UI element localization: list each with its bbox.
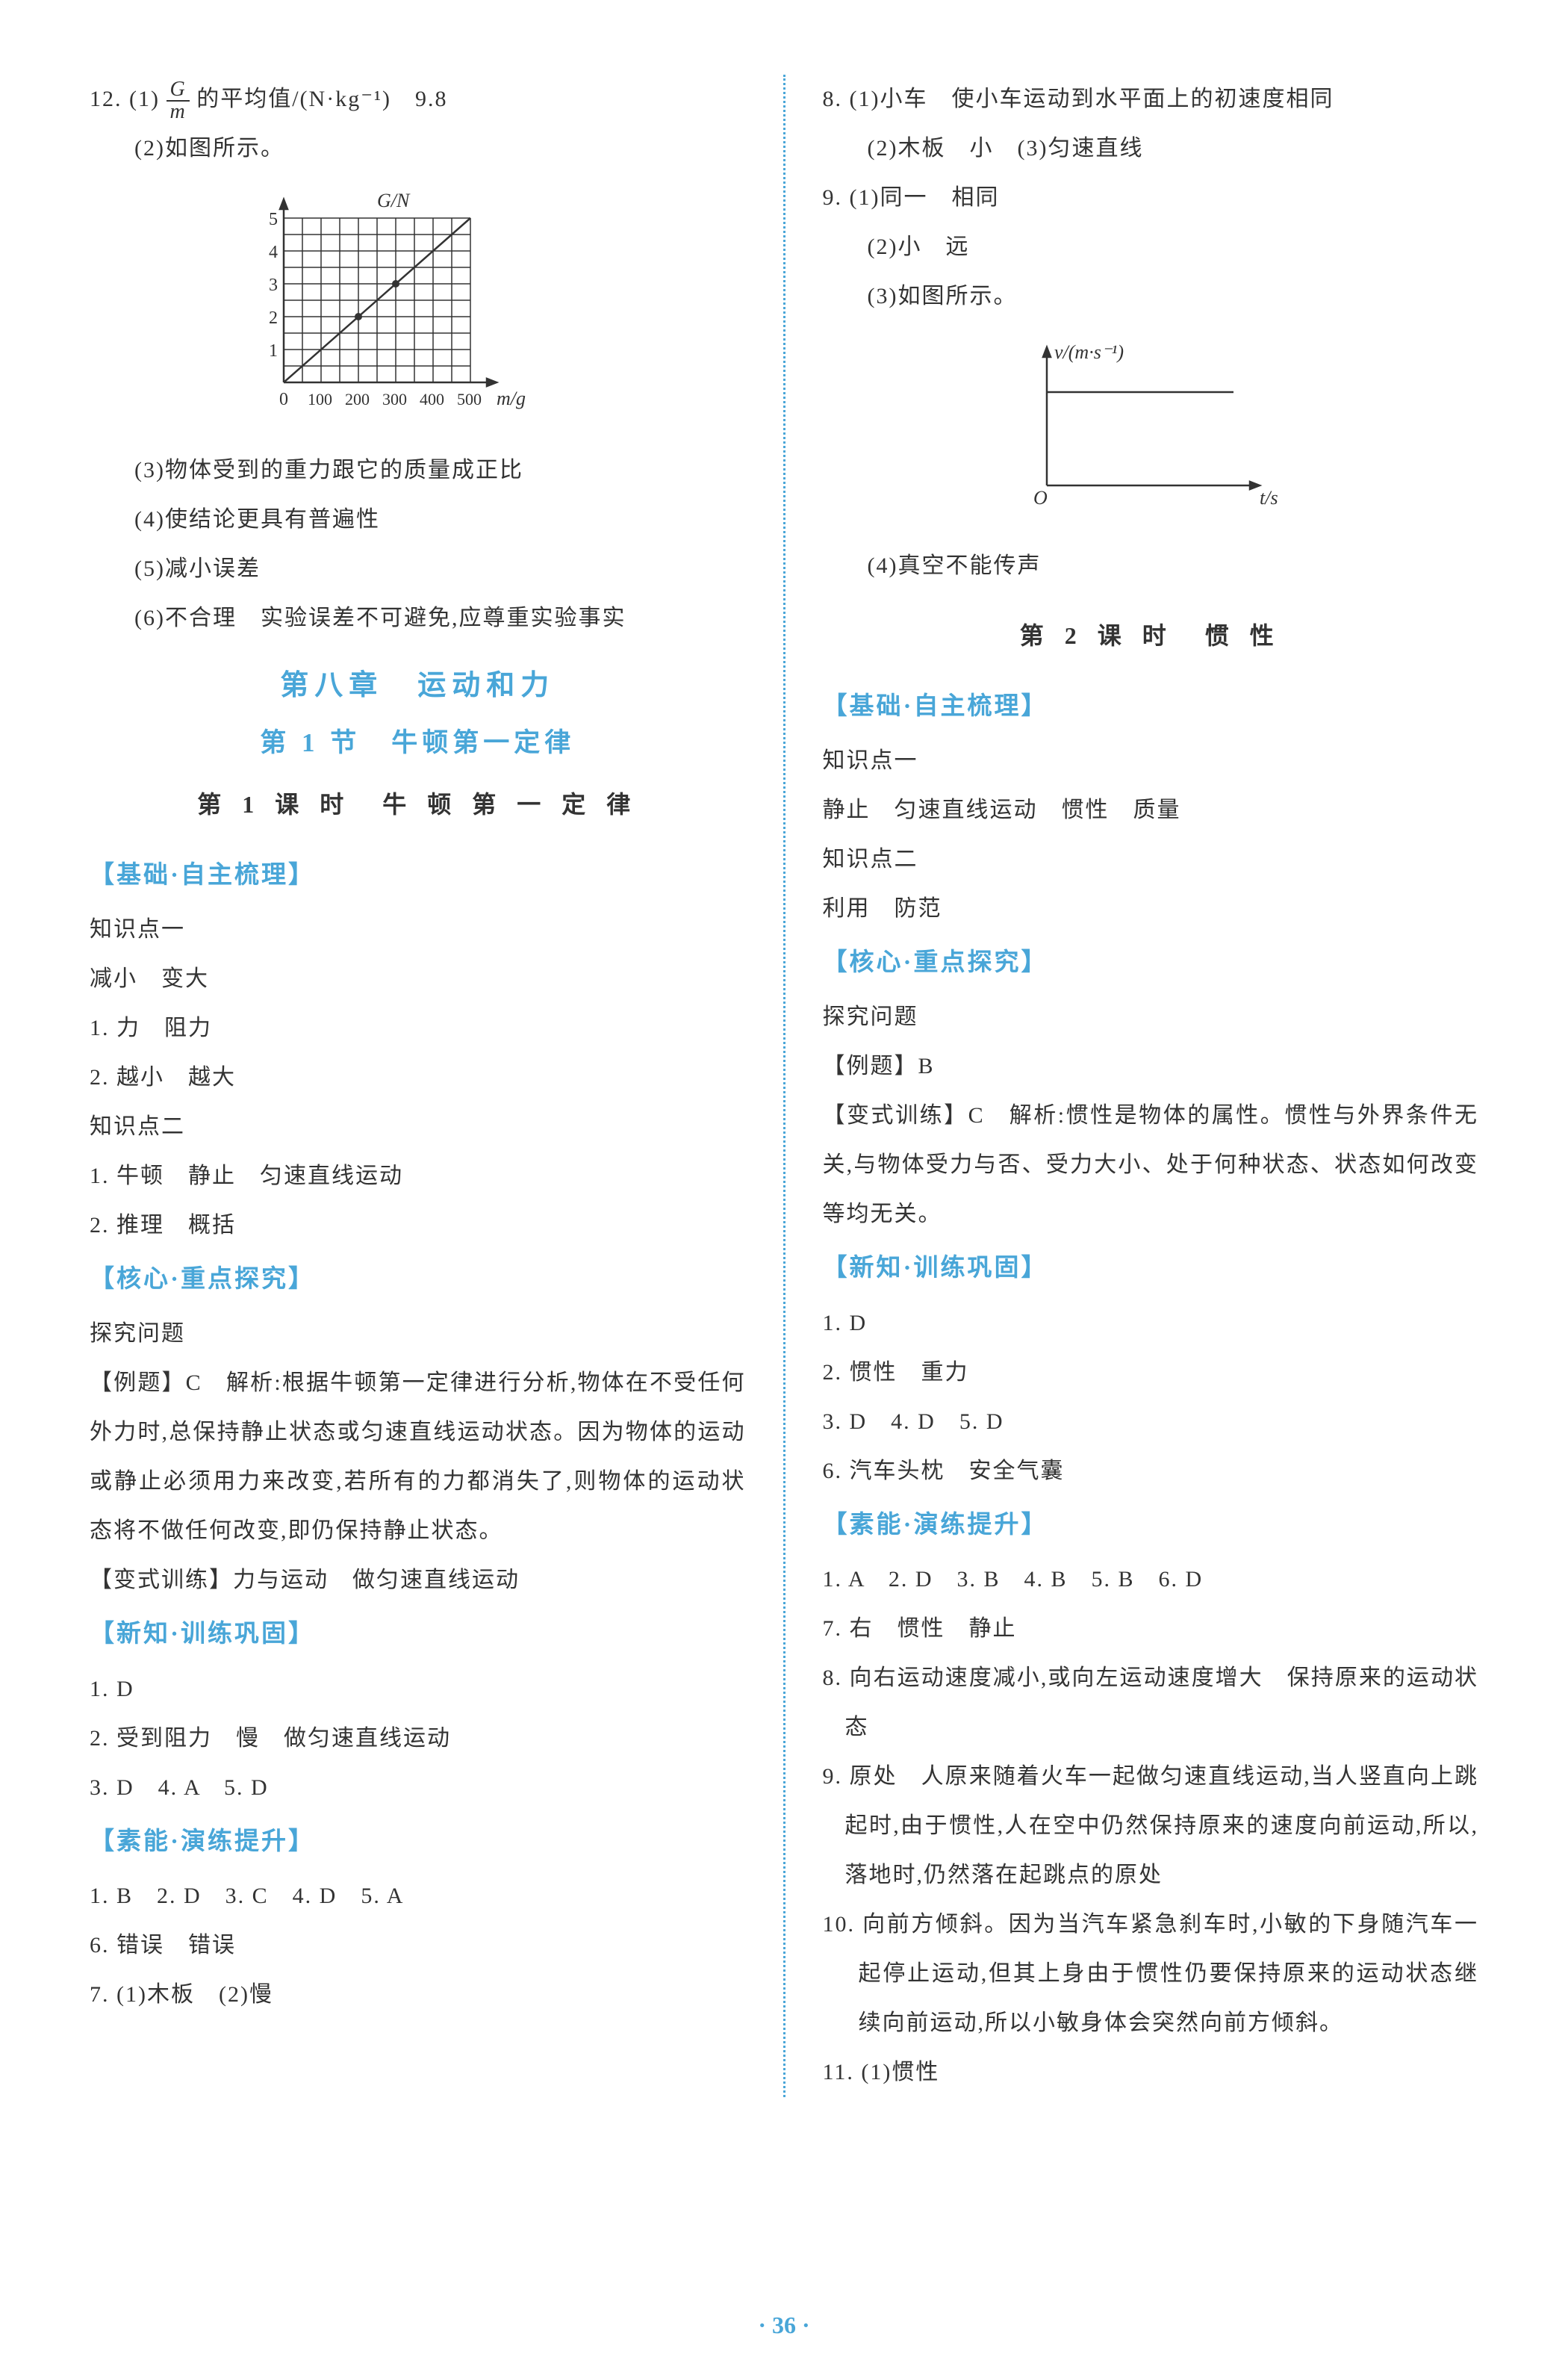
train-2: 2. 受到阻力 慢 做匀速直线运动 xyxy=(90,1714,746,1763)
header-basics: 【基础·自主梳理】 xyxy=(90,846,746,905)
r-item-9-2: (2)小 远 xyxy=(823,223,1479,272)
kp1-label: 知识点一 xyxy=(90,905,746,954)
left-column: 12. (1) G m 的平均值/(N·kg⁻¹) 9.8 (2)如图所示。 G… xyxy=(90,75,746,2097)
svg-text:1: 1 xyxy=(269,341,278,361)
kp1-1: 1. 力 阻力 xyxy=(90,1004,746,1053)
r-kp1-line1: 静止 匀速直线运动 惯性 质量 xyxy=(823,786,1479,835)
r-item-9-1: 9. (1)同一 相同 xyxy=(823,173,1479,223)
chart-2-container: v/(m·s⁻¹) O t/s xyxy=(1009,336,1479,527)
r-item-8-1: 8. (1)小车 使小车运动到水平面上的初速度相同 xyxy=(823,75,1479,124)
column-divider xyxy=(783,75,785,2097)
r-header-core: 【核心·重点探究】 xyxy=(823,934,1479,993)
r-perf-9: 9. 原处 人原来随着火车一起做匀速直线运动,当人竖直向上跳起时,由于惯性,人在… xyxy=(845,1752,1479,1900)
r-kp2-line1: 利用 防范 xyxy=(823,884,1479,934)
explore-label: 探究问题 xyxy=(90,1309,746,1359)
variant-text: 【变式训练】力与运动 做匀速直线运动 xyxy=(90,1556,746,1605)
svg-text:300: 300 xyxy=(382,390,407,409)
chart-1: G/N xyxy=(239,188,575,427)
r-variant-text: 【变式训练】C 解析:惯性是物体的属性。惯性与外界条件无关,与物体受力与否、受力… xyxy=(823,1091,1479,1239)
item-12-4: (4)使结论更具有普遍性 xyxy=(90,495,746,544)
r-perf-10: 10. 向前方倾斜。因为当汽车紧急刹车时,小敏的下身随汽车一起停止运动,但其上身… xyxy=(859,1900,1479,2048)
svg-text:4: 4 xyxy=(269,243,278,262)
fraction-denominator: m xyxy=(167,102,189,122)
item-12-1: 12. (1) G m 的平均值/(N·kg⁻¹) 9.8 xyxy=(90,75,746,124)
svg-text:m/g: m/g xyxy=(497,388,526,409)
chapter-title: 第八章 运动和力 xyxy=(90,662,746,703)
svg-text:5: 5 xyxy=(269,210,278,229)
svg-text:G/N: G/N xyxy=(377,190,411,211)
r-item-9-4: (4)真空不能传声 xyxy=(823,541,1479,591)
item-12-2: (2)如图所示。 xyxy=(90,124,746,173)
r-explore-label: 探究问题 xyxy=(823,993,1479,1042)
svg-text:2: 2 xyxy=(269,308,278,328)
svg-text:400: 400 xyxy=(420,390,444,409)
r-train-6: 6. 汽车头枕 安全气囊 xyxy=(823,1447,1479,1496)
item-12-3: (3)物体受到的重力跟它的质量成正比 xyxy=(90,446,746,495)
kp1-2: 2. 越小 越大 xyxy=(90,1053,746,1102)
perf-7: 7. (1)木板 (2)慢 xyxy=(90,1970,746,2019)
item-12-5: (5)减小误差 xyxy=(90,544,746,594)
page-number: · 36 · xyxy=(0,2311,1568,2339)
r-item-9-3: (3)如图所示。 xyxy=(823,272,1479,321)
svg-text:500: 500 xyxy=(457,390,482,409)
item-12-prefix: 12. xyxy=(90,87,122,111)
r-kp2-label: 知识点二 xyxy=(823,835,1479,884)
item-12-num: (1) xyxy=(129,87,160,111)
svg-text:3: 3 xyxy=(269,276,278,295)
fraction-numerator: G xyxy=(167,79,189,102)
train-3: 3. D 4. A 5. D xyxy=(90,1763,746,1813)
section-title: 第 1 节 牛顿第一定律 xyxy=(90,721,746,760)
lesson-2-title: 第 2 课 时 惯 性 xyxy=(823,617,1479,651)
r-perf-8: 8. 向右运动速度减小,或向左运动速度增大 保持原来的运动状态 xyxy=(845,1654,1479,1752)
r-item-8-2: (2)木板 小 (3)匀速直线 xyxy=(823,124,1479,173)
svg-text:O: O xyxy=(1033,487,1048,509)
item-12-6: (6)不合理 实验误差不可避免,应尊重实验事实 xyxy=(90,594,746,643)
chart-2: v/(m·s⁻¹) O t/s xyxy=(1009,336,1308,523)
r-header-train: 【新知·训练巩固】 xyxy=(823,1239,1479,1298)
r-train-2: 2. 惯性 重力 xyxy=(823,1348,1479,1397)
kp2-label: 知识点二 xyxy=(90,1102,746,1152)
kp2-1: 1. 牛顿 静止 匀速直线运动 xyxy=(90,1152,746,1201)
perf-6: 6. 错误 错误 xyxy=(90,1921,746,1970)
kp1-line1: 减小 变大 xyxy=(90,954,746,1004)
header-core: 【核心·重点探究】 xyxy=(90,1250,746,1309)
svg-text:0: 0 xyxy=(279,390,288,409)
svg-text:t/s: t/s xyxy=(1260,487,1278,509)
train-1: 1. D xyxy=(90,1665,746,1714)
svg-text:v/(m·s⁻¹): v/(m·s⁻¹) xyxy=(1054,341,1124,363)
fraction-g-over-m: G m xyxy=(167,79,189,122)
lesson-1-title: 第 1 课 时 牛 顿 第 一 定 律 xyxy=(90,786,746,820)
example-text: 【例题】C 解析:根据牛顿第一定律进行分析,物体在不受任何外力时,总保持静止状态… xyxy=(90,1359,746,1556)
header-train: 【新知·训练巩固】 xyxy=(90,1605,746,1664)
r-train-1: 1. D xyxy=(823,1299,1479,1348)
r-perf-7: 7. 右 惯性 静止 xyxy=(823,1604,1479,1654)
page-content: 12. (1) G m 的平均值/(N·kg⁻¹) 9.8 (2)如图所示。 G… xyxy=(0,0,1568,2142)
chart-1-container: G/N xyxy=(239,188,746,431)
r-train-3: 3. D 4. D 5. D xyxy=(823,1397,1479,1447)
perf-1: 1. B 2. D 3. C 4. D 5. A xyxy=(90,1872,746,1921)
r-example-text: 【例题】B xyxy=(823,1042,1479,1091)
header-perf: 【素能·演练提升】 xyxy=(90,1813,746,1872)
r-header-basics: 【基础·自主梳理】 xyxy=(823,677,1479,736)
right-column: 8. (1)小车 使小车运动到水平面上的初速度相同 (2)木板 小 (3)匀速直… xyxy=(823,75,1479,2097)
r-perf-1: 1. A 2. D 3. B 4. B 5. B 6. D xyxy=(823,1555,1479,1604)
item-12-1-text: 的平均值/(N·kg⁻¹) 9.8 xyxy=(196,87,447,111)
kp2-2: 2. 推理 概括 xyxy=(90,1201,746,1250)
svg-text:200: 200 xyxy=(345,390,370,409)
r-header-perf: 【素能·演练提升】 xyxy=(823,1496,1479,1555)
r-kp1-label: 知识点一 xyxy=(823,736,1479,786)
r-perf-11: 11. (1)惯性 xyxy=(823,2048,1479,2097)
svg-text:100: 100 xyxy=(308,390,332,409)
